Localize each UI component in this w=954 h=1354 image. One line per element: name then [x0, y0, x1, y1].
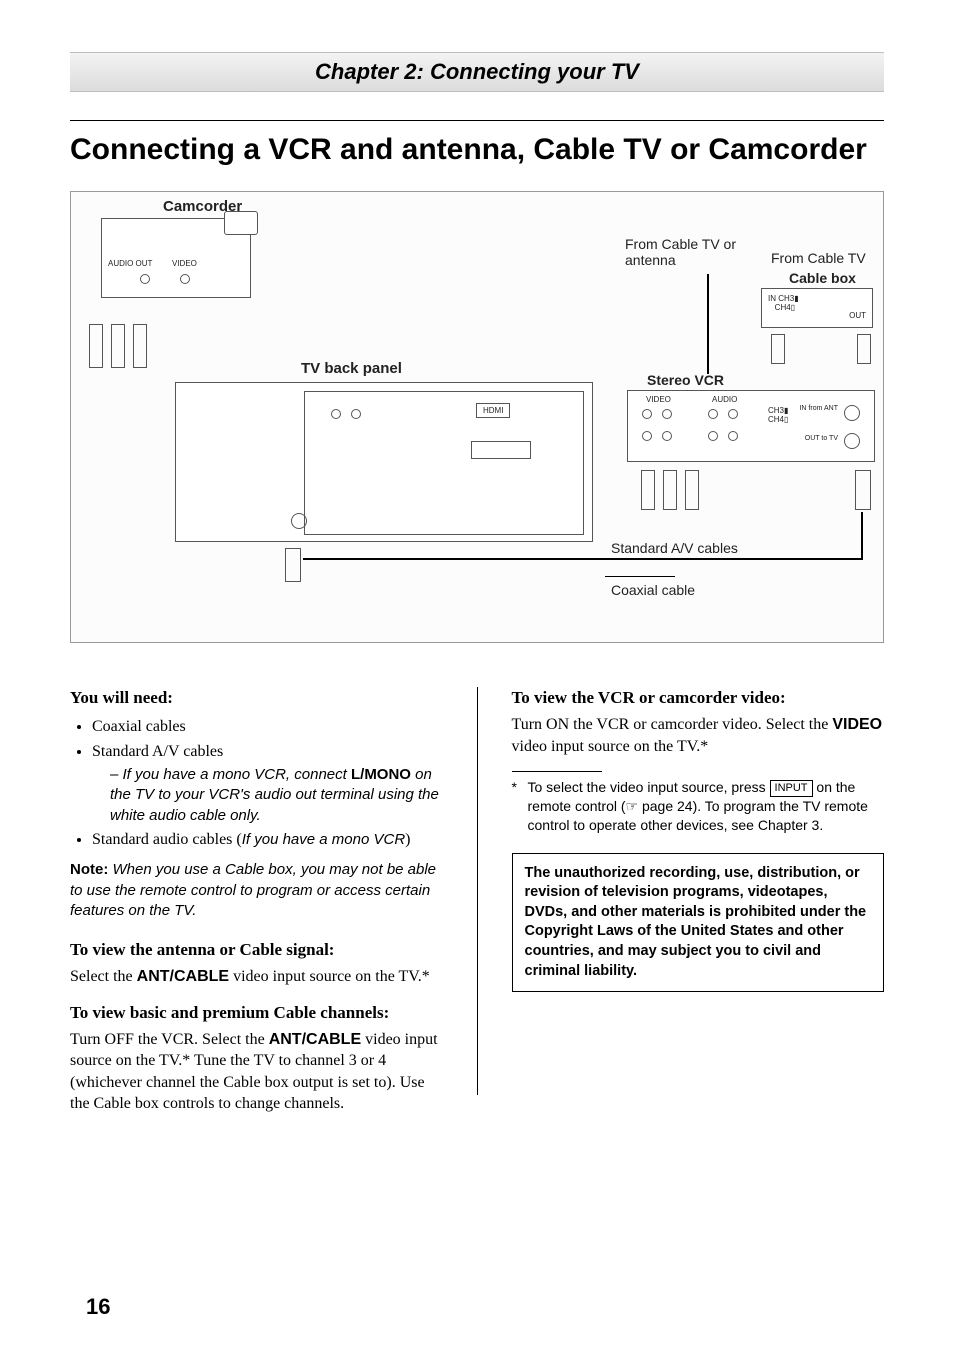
copyright-callout: The unauthorized recording, use, distrib…	[512, 853, 885, 992]
video-label: VIDEO	[172, 259, 197, 268]
tv-coax-plug	[285, 548, 301, 582]
view-vcr-a: Turn ON the VCR or camcorder video. Sele…	[512, 716, 833, 733]
camcorder-lens	[224, 211, 258, 235]
view-antenna-body: Select the ANT/CABLE video input source …	[70, 966, 443, 988]
connection-diagram: Camcorder AUDIO OUT VIDEO TV back panel …	[70, 191, 884, 643]
coax-line-v	[861, 512, 863, 560]
cable-box-label: Cable box	[789, 270, 856, 286]
page-title: Connecting a VCR and antenna, Cable TV o…	[70, 133, 884, 167]
camcorder-box: AUDIO OUT VIDEO	[101, 218, 251, 298]
view-ant-bold: ANT/CABLE	[137, 968, 229, 985]
cable-box: IN CH3▮ CH4▯ OUT	[761, 288, 873, 328]
cablebox-plug-r	[857, 334, 871, 364]
need3c: )	[405, 831, 410, 848]
left-column: You will need: Coaxial cables Standard A…	[70, 673, 443, 1115]
vcr-ch: CH3▮CH4▯	[768, 407, 788, 425]
stereo-vcr-box: VIDEO AUDIO CH3▮CH4▯ IN from ANT OUT to …	[627, 390, 875, 462]
from-cable-or-antenna: From Cable TV or antenna	[625, 236, 765, 268]
hdmi-label: HDMI	[476, 403, 510, 418]
standard-av-label: Standard A/V cables	[611, 540, 738, 556]
view-antenna-heading: To view the antenna or Cable signal:	[70, 939, 443, 962]
need-item-av-sub: If you have a mono VCR, connect L/MONO o…	[110, 765, 443, 826]
view-basic-body: Turn OFF the VCR. Select the ANT/CABLE v…	[70, 1029, 443, 1115]
vcr-video-label: VIDEO	[646, 395, 671, 404]
tv-back-panel-label: TV back panel	[301, 360, 402, 377]
tv-back-panel-box: HDMI	[175, 382, 593, 542]
need-item-audio: Standard audio cables (If you have a mon…	[92, 829, 443, 851]
camcorder-cable-plugs	[89, 324, 147, 368]
footnote: To select the video input source, press …	[512, 778, 885, 835]
footnote-rule	[512, 771, 602, 772]
need3b: If you have a mono VCR	[242, 831, 405, 848]
divider-top	[70, 120, 884, 121]
view-ant-a: Select the	[70, 968, 137, 985]
right-column: To view the VCR or camcorder video: Turn…	[512, 673, 885, 1115]
cablebox-plug-l	[771, 334, 785, 364]
cable1	[707, 274, 709, 374]
note-body: When you use a Cable box, you may not be…	[70, 861, 436, 919]
view-vcr-b: video input source on the TV.*	[512, 738, 709, 755]
view-vcr-bold: VIDEO	[832, 716, 882, 733]
chapter-header: Chapter 2: Connecting your TV	[70, 52, 884, 92]
cablebox-ch-in: IN CH3▮ CH4▯	[768, 295, 799, 313]
view-basic-bold: ANT/CABLE	[269, 1031, 361, 1048]
need-item-av-text: Standard A/V cables	[92, 743, 223, 760]
need-item-coax: Coaxial cables	[92, 716, 443, 738]
coaxial-cable-label: Coaxial cable	[611, 582, 695, 598]
column-divider	[477, 687, 478, 1095]
view-vcr-heading: To view the VCR or camcorder video:	[512, 687, 885, 710]
need-item-av: Standard A/V cables If you have a mono V…	[92, 741, 443, 826]
vcr-av-plugs	[641, 470, 699, 510]
view-basic-heading: To view basic and premium Cable channels…	[70, 1002, 443, 1025]
note-lead: Note:	[70, 861, 108, 878]
stereo-vcr-label: Stereo VCR	[647, 372, 724, 388]
input-key: INPUT	[770, 780, 813, 797]
note-paragraph: Note: When you use a Cable box, you may …	[70, 860, 443, 921]
page-number: 16	[86, 1294, 110, 1320]
vcr-coax-plug	[855, 470, 871, 510]
cablebox-out: OUT	[849, 311, 866, 320]
view-vcr-body: Turn ON the VCR or camcorder video. Sele…	[512, 714, 885, 757]
audio-out-label: AUDIO OUT	[108, 259, 152, 268]
footnote-a: To select the video input source, press	[528, 779, 770, 795]
need3a: Standard audio cables (	[92, 831, 242, 848]
coax-legend-line	[605, 576, 675, 577]
you-will-need-heading: You will need:	[70, 687, 443, 710]
need-sub-a: If you have a mono VCR, connect	[123, 766, 351, 783]
coax-line	[303, 558, 863, 560]
view-basic-a: Turn OFF the VCR. Select the	[70, 1031, 269, 1048]
need-sub-bold: L/MONO	[351, 766, 411, 783]
view-ant-b: video input source on the TV.*	[229, 968, 430, 985]
vcr-audio-label: AUDIO	[712, 395, 737, 404]
from-cable-tv: From Cable TV	[771, 250, 881, 266]
